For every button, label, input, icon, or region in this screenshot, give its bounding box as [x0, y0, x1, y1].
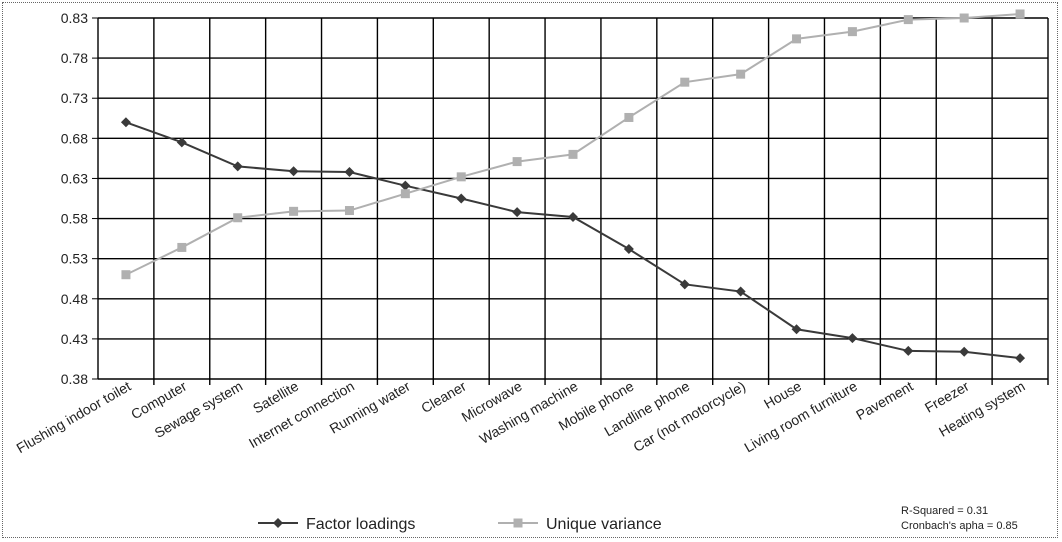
y-tick-label: 0.78 — [61, 50, 88, 66]
data-point — [680, 77, 690, 87]
data-point — [456, 193, 467, 204]
y-tick-label: 0.53 — [61, 251, 88, 267]
x-tick-label: Washing machine — [477, 378, 581, 447]
data-point — [568, 149, 578, 159]
data-point — [624, 112, 634, 122]
data-point — [679, 279, 690, 290]
data-point — [456, 172, 466, 182]
annotation-text: Cronbach's apha = 0.85 — [901, 520, 1018, 532]
annotations: R-Squared = 0.31 Cronbach's apha = 0.85 — [901, 505, 1018, 532]
data-point — [121, 270, 131, 280]
data-point — [903, 15, 913, 25]
y-tick-label: 0.68 — [61, 130, 88, 146]
y-tick-label: 0.83 — [61, 10, 88, 26]
series-line — [125, 12, 1021, 276]
data-point — [623, 244, 634, 255]
y-tick-label: 0.58 — [61, 211, 88, 227]
data-point — [344, 167, 355, 178]
series-group — [120, 9, 1026, 364]
data-point — [177, 242, 187, 252]
data-point — [233, 213, 243, 223]
data-point — [344, 206, 354, 216]
legend-label: Factor loadings — [306, 516, 415, 533]
data-point — [289, 206, 299, 216]
data-point — [792, 34, 802, 44]
data-point — [1015, 353, 1026, 364]
data-point — [512, 157, 522, 167]
legend: Factor loadings Unique variance — [258, 516, 662, 533]
y-axis-ticks: 0.38 0.43 0.48 0.53 0.58 0.63 0.68 0.73 0.78 0.83 — [61, 10, 98, 387]
data-point — [959, 13, 969, 23]
data-point — [847, 333, 858, 344]
y-tick-label: 0.38 — [61, 371, 88, 387]
data-point — [232, 161, 243, 172]
grid — [98, 17, 1049, 385]
legend-marker — [273, 518, 283, 528]
data-point — [736, 69, 746, 79]
x-tick-label: House — [761, 378, 804, 412]
data-point — [568, 211, 578, 222]
y-tick-label: 0.43 — [61, 331, 88, 347]
data-point — [400, 189, 410, 199]
data-point — [735, 286, 746, 297]
data-point — [176, 137, 187, 148]
data-point — [959, 346, 970, 357]
x-tick-label: Flushing indoor toilet — [14, 378, 134, 457]
data-point — [120, 117, 131, 128]
y-tick-label: 0.63 — [61, 170, 88, 186]
annotation-text: R-Squared = 0.31 — [901, 505, 988, 517]
data-point — [791, 324, 802, 335]
data-point — [400, 180, 411, 191]
y-tick-label: 0.73 — [61, 90, 88, 106]
data-point — [288, 166, 299, 177]
data-point — [512, 207, 523, 218]
y-tick-label: 0.48 — [61, 291, 88, 307]
data-point — [847, 27, 857, 37]
legend-marker — [513, 518, 523, 528]
x-tick-label: Pavement — [853, 378, 916, 423]
data-point — [903, 345, 914, 356]
legend-label: Unique variance — [546, 516, 662, 533]
axes — [97, 18, 1048, 380]
data-point — [1015, 9, 1025, 19]
